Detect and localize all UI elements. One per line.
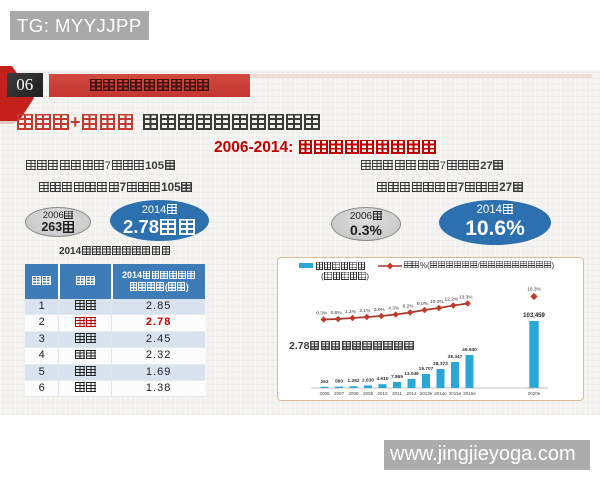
svg-text:2011: 2011 (392, 391, 402, 396)
svg-text:2009: 2009 (363, 391, 374, 396)
svg-text:2.630: 2.630 (362, 377, 374, 383)
svg-text:2013e: 2013e (420, 391, 433, 396)
svg-text:2006: 2006 (319, 391, 330, 396)
svg-text:8.0%: 8.0% (417, 301, 429, 307)
svg-text:103,459: 103,459 (523, 313, 545, 319)
svg-text:38.347: 38.347 (448, 354, 463, 360)
svg-text:6.2%: 6.2% (403, 304, 415, 310)
svg-text:1.2%: 1.2% (345, 309, 357, 315)
svg-text:2.1%: 2.1% (359, 308, 371, 314)
svg-text:12.2%: 12.2% (444, 297, 458, 303)
svg-text:28.373: 28.373 (433, 361, 448, 367)
svg-text:4.3%: 4.3% (388, 306, 400, 312)
svg-text:4.610: 4.610 (376, 376, 388, 382)
svg-text:2016e: 2016e (463, 391, 476, 396)
svg-text:2012: 2012 (406, 391, 417, 396)
svg-text:7.865: 7.865 (391, 374, 403, 380)
svg-text:560: 560 (335, 379, 343, 385)
svg-text:10.3%: 10.3% (430, 299, 444, 305)
svg-text:2010: 2010 (377, 391, 388, 396)
svg-text:2007: 2007 (334, 391, 345, 396)
svg-text:0.6%: 0.6% (331, 310, 343, 316)
svg-text:19.707: 19.707 (419, 366, 434, 372)
svg-text:13.3%: 13.3% (459, 295, 473, 301)
svg-text:263: 263 (320, 379, 328, 385)
svg-text:49.930: 49.930 (462, 347, 477, 353)
svg-text:2015e: 2015e (449, 391, 462, 396)
svg-text:0.3%: 0.3% (316, 311, 328, 317)
svg-text:2014e: 2014e (434, 391, 447, 396)
svg-text:2008: 2008 (348, 391, 359, 396)
svg-text:13.046: 13.046 (404, 371, 419, 377)
svg-text:3.0%: 3.0% (374, 307, 386, 313)
svg-text:1.282: 1.282 (347, 378, 359, 384)
svg-text:2020e: 2020e (528, 391, 541, 396)
svg-text:16.3%: 16.3% (527, 287, 541, 293)
